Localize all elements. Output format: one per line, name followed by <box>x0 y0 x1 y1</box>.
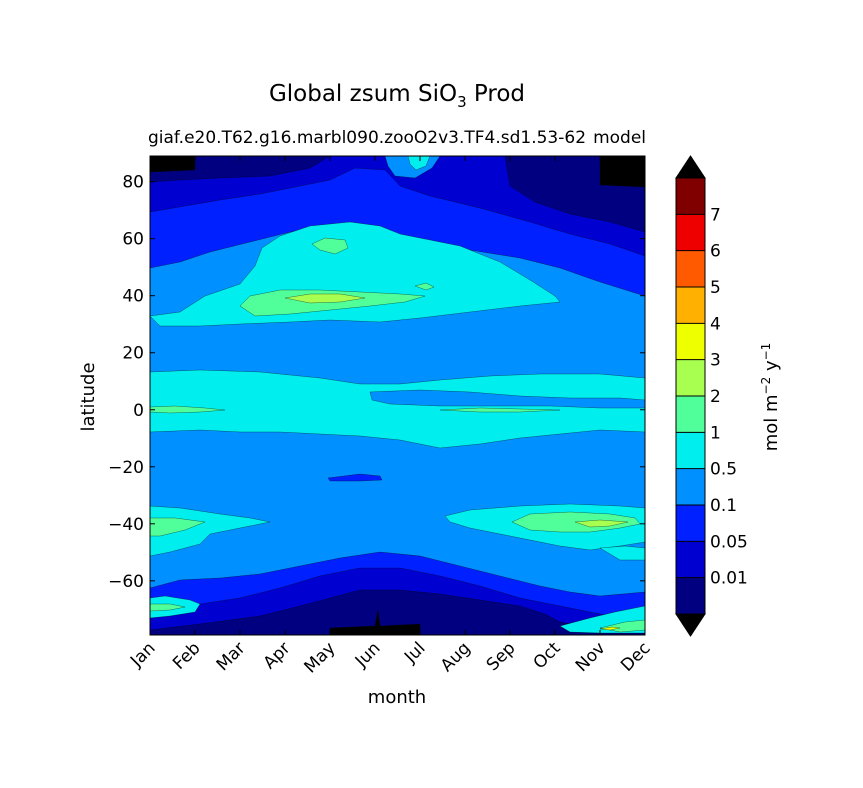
colorbar-swatch <box>676 323 705 360</box>
contour-north-60-1 <box>311 237 349 255</box>
colorbar-swatch <box>676 214 705 251</box>
y-tick-label: 60 <box>122 230 144 250</box>
colorbar-swatch <box>676 396 705 433</box>
contour-antarctic <box>150 589 645 635</box>
contour-north-jul-1 <box>414 282 435 291</box>
contour-south-ice-east-3 <box>599 626 621 631</box>
colorbar-swatch <box>676 359 705 396</box>
contour-north-mid-2 <box>284 293 366 304</box>
x-tick-label: Apr <box>260 638 295 673</box>
contour-south-1-west <box>150 517 206 537</box>
colorbar-tick-label: 4 <box>710 314 721 334</box>
y-tick-label: 80 <box>122 173 144 193</box>
colorbar-tick-label: 3 <box>710 351 721 371</box>
colorbar-swatch <box>676 178 705 215</box>
colorbar-swatch <box>676 250 705 287</box>
chart-subtitle: giaf.e20.T62.g16.marbl090.zooO2v3.TF4.sd… <box>148 128 586 148</box>
colorbar-tick-label: 0.05 <box>710 532 748 552</box>
x-axis-label: month <box>368 687 426 708</box>
colorbar: 0.01 0.05 0.1 0.5 1 2 3 4 5 6 7 <box>675 155 748 637</box>
colorbar-tick-label: 5 <box>710 278 721 298</box>
colorbar-label-exp2: −1 <box>759 343 773 361</box>
colorbar-tick-label: 0.01 <box>710 569 748 589</box>
colorbar-swatch <box>676 468 705 505</box>
y-tick-label: 40 <box>122 287 144 307</box>
contour-under-south <box>329 609 421 635</box>
y-tick-label: 20 <box>122 344 144 364</box>
x-tick-label: Dec <box>617 638 654 675</box>
colorbar-label: mol m−2 y−1 <box>759 343 782 452</box>
x-tick-label: Jul <box>400 638 429 667</box>
contour-under-northwest <box>150 156 196 173</box>
contour-equatorial-0.5 <box>150 369 645 449</box>
colorbar-tick-label: 2 <box>710 387 721 407</box>
y-tick-label: −60 <box>108 572 144 592</box>
y-tick-label: −40 <box>108 515 144 535</box>
x-tick-label: Jan <box>126 638 159 671</box>
x-tick-label: Sep <box>483 638 520 675</box>
colorbar-extend-bottom <box>675 613 706 637</box>
y-tick-label: 0 <box>133 401 144 421</box>
x-tick-label: Feb <box>169 638 204 673</box>
y-tick-label: −20 <box>108 458 144 478</box>
contour-equatorial-1-east <box>439 407 561 413</box>
x-tick-label: May <box>301 638 340 677</box>
x-tick-label: Oct <box>530 638 565 673</box>
x-tick-label: Nov <box>572 638 610 676</box>
contour-south-ice-west-1 <box>150 603 186 612</box>
chart-title-main: Global zsum SiO <box>269 81 457 107</box>
x-tick-label: Jun <box>351 638 385 672</box>
colorbar-tick-label: 7 <box>710 205 721 225</box>
colorbar-swatch <box>676 287 705 324</box>
contour-south-2-east <box>574 519 629 528</box>
colorbar-tick-label: 0.1 <box>710 496 737 516</box>
contour-south-mid-east-tail <box>599 545 645 561</box>
contour-equatorial-wedge <box>369 389 645 409</box>
contour-south-subtropic <box>327 473 383 482</box>
colorbar-tick-label: 1 <box>710 423 721 443</box>
colorbar-swatch <box>676 577 705 614</box>
contour-under-northeast <box>599 156 645 188</box>
chart-title: Global zsum SiO3 Prod <box>269 81 525 111</box>
chart-subtitle-overlap: model <box>593 128 646 148</box>
chart-title-subscript: 3 <box>457 93 467 111</box>
colorbar-swatch <box>676 541 705 578</box>
chart-title-suffix: Prod <box>467 81 525 107</box>
contour-north-mid-1 <box>239 289 426 317</box>
colorbar-swatch <box>676 505 705 542</box>
colorbar-swatch <box>676 432 705 469</box>
contour-north-channel-core <box>407 156 431 171</box>
colorbar-tick-label: 6 <box>710 242 721 262</box>
y-axis: 80 60 40 20 0 −20 −40 −60 <box>108 173 645 592</box>
x-tick-label: Mar <box>213 638 250 675</box>
x-tick-label: Aug <box>437 638 475 676</box>
colorbar-tick-label: 0.5 <box>710 460 737 480</box>
colorbar-label-exp1: −2 <box>759 377 773 395</box>
colorbar-label-prefix: mol m <box>761 394 782 451</box>
plot-frame <box>149 155 646 636</box>
colorbar-extend-top <box>675 155 706 179</box>
colorbar-label-mid: y <box>761 360 782 377</box>
contour-equatorial-1-west <box>150 405 226 414</box>
contour-fills <box>150 156 645 635</box>
y-axis-label: latitude <box>78 362 99 431</box>
